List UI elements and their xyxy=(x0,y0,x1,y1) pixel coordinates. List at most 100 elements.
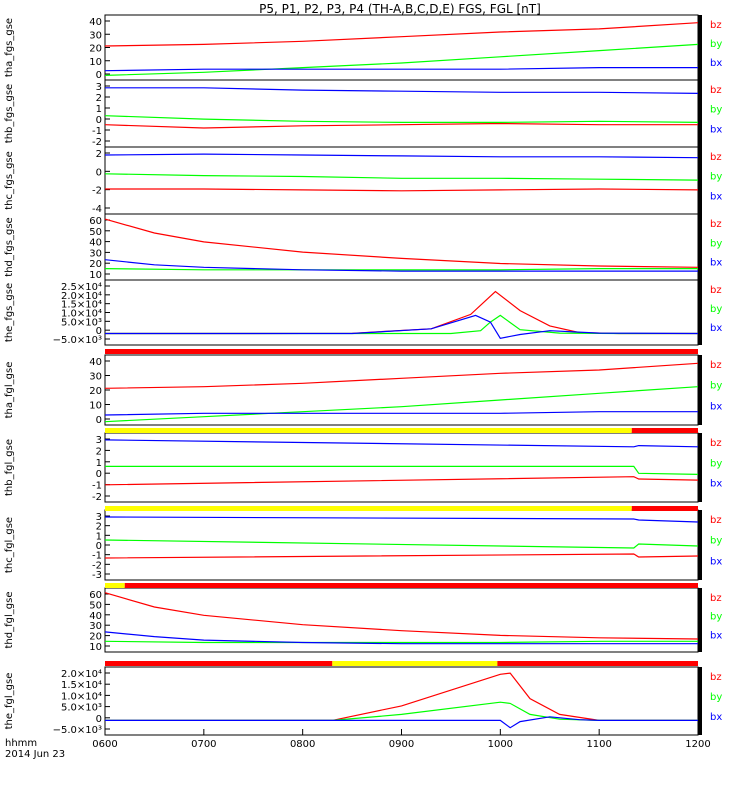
y-tick-label: 0 xyxy=(96,167,102,178)
panel-ylabel: the_fgs_gse xyxy=(4,283,15,342)
series-line-by xyxy=(105,465,699,475)
legend-bx: bx xyxy=(710,191,722,202)
series-line-bz xyxy=(104,592,699,640)
series-line-by xyxy=(104,173,699,181)
y-tick-label: 1.5×10⁴ xyxy=(61,680,102,691)
series-line-by xyxy=(104,640,698,644)
x-tick-label: 1100 xyxy=(586,739,611,750)
panel-ylabel: tha_fgs_gse xyxy=(4,18,15,77)
y-tick-label: 1.5×10⁴ xyxy=(61,300,102,311)
y-tick-label: 40 xyxy=(89,611,102,622)
legend-bx: bx xyxy=(710,479,722,490)
panel-edge-bar xyxy=(698,588,702,652)
quality-flag-segment xyxy=(631,506,698,511)
quality-flag-segment xyxy=(497,661,698,666)
y-tick-label: 3 xyxy=(96,82,102,93)
panel-ylabel: thb_fgl_gse xyxy=(4,439,15,496)
x-tick-label: 0600 xyxy=(92,739,117,750)
series-line-bz xyxy=(104,476,699,486)
series-line-bx xyxy=(105,314,699,339)
series-line-bz xyxy=(105,188,699,192)
legend-bx: bx xyxy=(710,323,722,334)
series-line-bz xyxy=(104,218,699,268)
y-tick-label: 50 xyxy=(89,227,102,238)
y-tick-label: 60 xyxy=(89,590,102,601)
y-tick-label: -1 xyxy=(92,481,102,492)
series-line-bz xyxy=(104,362,699,389)
y-tick-label: -1 xyxy=(92,126,102,137)
legend-bz: bz xyxy=(710,593,722,604)
legend-bx: bx xyxy=(710,556,722,567)
y-tick-label: 40 xyxy=(89,357,102,368)
legend-bx: bx xyxy=(710,712,722,723)
panel-ylabel: the_fgl_gse xyxy=(4,673,15,730)
series-line-bx xyxy=(104,67,698,72)
y-tick-label: 1 xyxy=(96,531,102,542)
y-tick-label: 3 xyxy=(96,435,102,446)
y-tick-label: 0 xyxy=(96,115,102,126)
x-tick-label: 1200 xyxy=(685,739,710,750)
y-tick-label: 1.0×10⁴ xyxy=(61,309,102,320)
y-tick-label: 2 xyxy=(96,93,102,104)
y-tick-label: -2 xyxy=(92,492,102,503)
series-line-by xyxy=(104,386,699,423)
y-tick-label: 20 xyxy=(89,259,102,270)
y-tick-label: 1 xyxy=(96,458,102,469)
series-line-bz xyxy=(105,290,698,335)
legend-by: by xyxy=(710,381,722,392)
x-tick-label: 1000 xyxy=(488,739,513,750)
y-tick-label: 1 xyxy=(96,104,102,115)
y-tick-label: 0 xyxy=(96,415,102,426)
y-tick-label: 2 xyxy=(96,522,102,533)
y-tick-label: 40 xyxy=(89,238,102,249)
y-tick-label: 10 xyxy=(89,642,102,653)
panel-tha_fgl_gse: 40 30 20 10 0 tha_fgl_gse bz by bx xyxy=(4,354,722,426)
legend-bz: bz xyxy=(710,219,722,230)
series-line-bz xyxy=(104,22,699,47)
panel-ylabel: tha_fgl_gse xyxy=(4,362,15,419)
legend-bz: bz xyxy=(710,85,722,96)
panel-ylabel: thb_fgs_gse xyxy=(4,84,15,143)
quality-flag-segment xyxy=(631,428,698,433)
series-line-by xyxy=(104,268,698,271)
quality-flag-segment xyxy=(124,583,699,588)
y-tick-label: 20 xyxy=(89,386,102,397)
date-label: 2014 Jun 23 xyxy=(5,749,65,760)
series-line-bz xyxy=(104,122,698,129)
legend-by: by xyxy=(710,39,722,50)
series-line-by xyxy=(105,701,698,721)
series-line-bx xyxy=(104,259,698,272)
y-tick-label: 2.0×10⁴ xyxy=(61,669,102,680)
y-tick-label: -1 xyxy=(92,551,102,562)
y-tick-label: 10 xyxy=(89,401,102,412)
panel-the_fgs_gse: 2.5×10⁴2.0×10⁴1.5×10⁴1.0×10⁴5.0×10³0−5.0… xyxy=(4,279,722,346)
y-tick-label: 10 xyxy=(89,270,102,281)
legend-bz: bz xyxy=(710,438,722,449)
panel-edge-bar xyxy=(698,355,702,425)
series-line-bx xyxy=(105,87,699,94)
series-line-bx xyxy=(104,516,699,523)
y-tick-label: 2 xyxy=(96,446,102,457)
quality-flag-segment xyxy=(105,349,698,354)
panel-edge-bar xyxy=(698,80,702,147)
legend-bx: bx xyxy=(710,630,722,641)
y-tick-label: 0 xyxy=(96,541,102,552)
legend-bx: bx xyxy=(710,58,722,69)
panel-edge-bar xyxy=(698,510,702,580)
quality-flag-segment xyxy=(105,583,125,588)
legend-bz: bz xyxy=(710,672,722,683)
y-tick-label: -2 xyxy=(92,560,102,571)
y-tick-label: -2 xyxy=(92,137,102,148)
series-line-bx xyxy=(104,153,699,159)
series-line-bz xyxy=(104,553,699,559)
y-tick-label: 20 xyxy=(89,44,102,55)
y-tick-label: 30 xyxy=(89,372,102,383)
y-tick-label: 2 xyxy=(96,149,102,160)
panel-edge-bar xyxy=(698,667,702,735)
legend-bx: bx xyxy=(710,258,722,269)
panel-frame xyxy=(104,14,699,81)
panel-tha_fgs_gse: 40 30 20 10 0 tha_fgs_gse bz by bx xyxy=(4,14,722,81)
